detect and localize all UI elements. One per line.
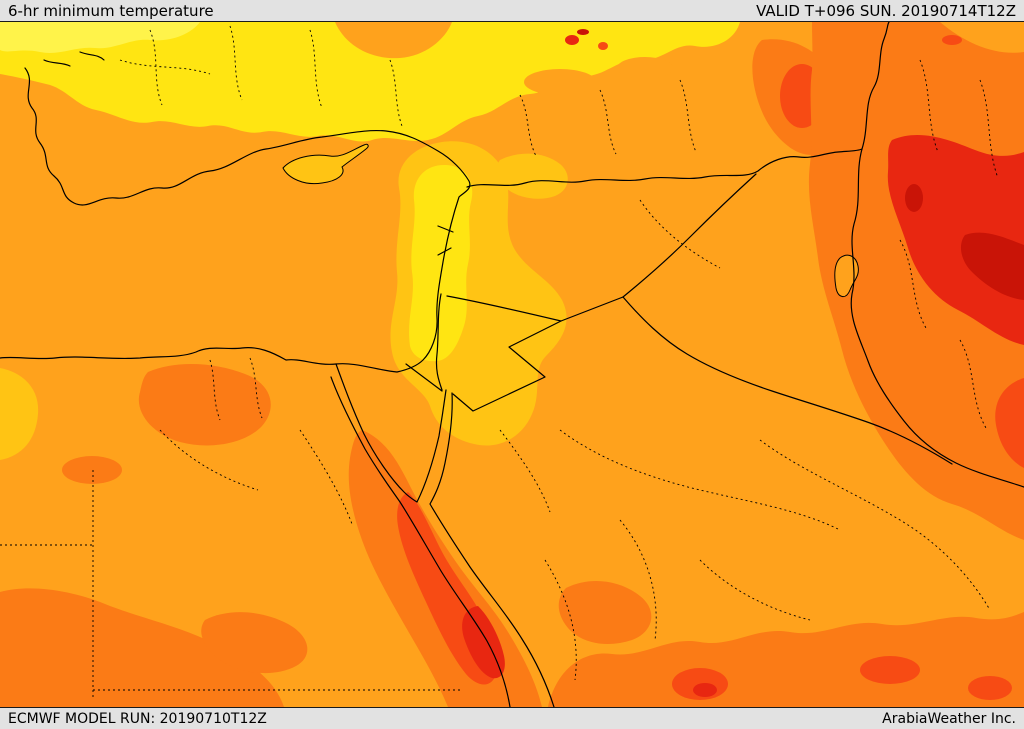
nejd-dark-orange-blob	[558, 581, 652, 644]
topright-orange-corner	[940, 22, 1024, 53]
israel-egypt-border	[405, 363, 443, 392]
saudi-admin-boundaries-dotted	[544, 429, 991, 681]
arabia-red-blob-2	[860, 656, 920, 684]
west-egypt-dark-orange-spot	[62, 456, 122, 484]
anatolia-orange-spot-2	[617, 57, 673, 79]
levant-yellow-core	[409, 164, 473, 362]
gulf-of-suez-west-coast	[330, 376, 511, 707]
south-egypt-dark-orange-blob	[201, 612, 308, 674]
temperature-map	[0, 22, 1024, 707]
model-run-label: ECMWF MODEL RUN: 20190710T12Z	[8, 710, 267, 727]
egypt-libya-sudan-borders-dotted	[0, 470, 460, 700]
header-bar: 6-hr minimum temperature VALID T+096 SUN…	[0, 0, 1024, 22]
anatolia-orange-spot-1	[524, 69, 596, 95]
valid-time-label: VALID T+096 SUN. 20190714T12Z	[756, 1, 1016, 20]
turkey-syria-iraq-border	[466, 148, 863, 188]
map-area	[0, 22, 1024, 707]
attribution-label: ArabiaWeather Inc.	[882, 710, 1016, 727]
southwest-dark-orange-region	[0, 588, 284, 707]
jordan-saudi-zigzag-border	[452, 296, 624, 412]
zagros-red-region	[887, 134, 1024, 345]
lake-urmia	[834, 254, 859, 297]
arabia-red-blob-3	[968, 676, 1012, 700]
iran-iraq-border	[850, 148, 1024, 488]
turkey-admin-boundaries-dotted	[119, 25, 697, 157]
top-center-orange-notch	[335, 22, 452, 59]
arabia-red-blob-1-core	[693, 683, 717, 697]
egypt-admin-boundaries-dotted	[159, 357, 353, 525]
temperature-fill-regions	[0, 22, 1024, 707]
lebanon-border-ticks	[437, 225, 454, 256]
anatolia-red-spot-3	[577, 29, 589, 35]
zagros-dark-red-patch	[960, 232, 1024, 300]
syria-iraq-border	[622, 173, 757, 298]
marmara-coast-squiggles	[43, 51, 105, 67]
left-edge-gold-strip	[0, 368, 39, 460]
arabian-red-sea-coast	[429, 392, 555, 707]
map-title: 6-hr minimum temperature	[8, 1, 214, 20]
arabia-south-dark-orange-band	[548, 612, 1024, 707]
zagros-dark-red-spot	[905, 184, 923, 212]
red-sea-red-core	[462, 606, 505, 679]
iraq-saudi-border	[622, 296, 953, 465]
syria-jordan-border	[446, 295, 562, 322]
north-syria-gold-finger	[496, 153, 568, 199]
anatolia-red-spot-2	[598, 42, 608, 50]
sinai-peninsula-coast	[335, 363, 447, 503]
israel-jordan-border	[435, 293, 443, 391]
turkey-iran-border	[861, 22, 890, 150]
topright-red-spot	[942, 35, 962, 45]
coastlines-and-country-borders	[0, 22, 1024, 707]
anatolia-red-spot-1	[565, 35, 579, 45]
topleft-bright-yellow-region	[0, 22, 200, 53]
right-edge-orange-red-strip	[995, 378, 1024, 468]
turkey-yellow-region	[0, 22, 740, 142]
cyprus-island	[282, 143, 369, 185]
nile-delta-dark-orange	[138, 363, 271, 446]
levant-admin-boundaries-dotted	[499, 199, 721, 513]
mediterranean-coastline	[0, 67, 471, 373]
administrative-boundaries-dotted	[0, 25, 999, 700]
footer-bar: ECMWF MODEL RUN: 20190710T12Z ArabiaWeat…	[0, 707, 1024, 729]
